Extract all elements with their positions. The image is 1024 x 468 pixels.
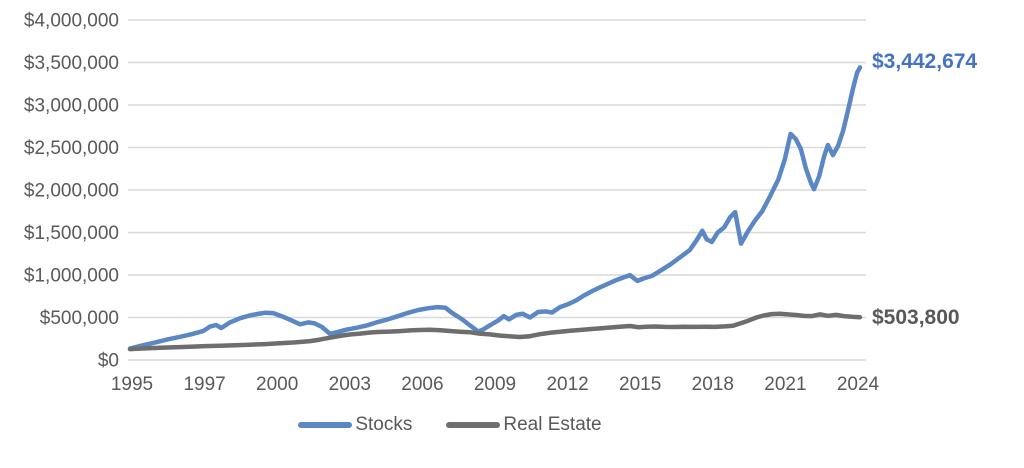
y-tick-label: $0 [98, 351, 119, 372]
stocks-line-swatch-icon [298, 422, 353, 428]
y-tick-label: $3,000,000 [24, 96, 119, 117]
chart-legend: Stocks Real Estate [0, 411, 900, 439]
y-axis-tick-labels: $0 $500,000 $1,000,000 $1,500,000 $2,000,000… [24, 11, 119, 372]
x-tick-label: 2018 [692, 374, 734, 395]
y-tick-label: $4,000,000 [24, 11, 119, 32]
x-tick-label: 1995 [111, 374, 153, 395]
stocks-end-value-label: $3,442,674 [872, 50, 977, 73]
x-tick-label: 2015 [619, 374, 661, 395]
gridlines [128, 19, 866, 361]
x-tick-label: 1997 [183, 374, 225, 395]
legend-item-stocks: Stocks [298, 411, 412, 439]
series-lines [127, 65, 863, 352]
x-axis-tick-labels: 1995 1997 2000 2003 2006 2009 2012 2015 2018 2021… [111, 374, 880, 395]
x-tick-label: 2003 [329, 374, 371, 395]
x-tick-label: 2009 [474, 374, 516, 395]
real-estate-end-value-label: $503,800 [872, 306, 960, 329]
x-tick-label: 2012 [546, 374, 588, 395]
y-tick-label: $2,500,000 [24, 138, 119, 159]
legend-label-real-estate: Real Estate [503, 414, 602, 435]
x-tick-label: 2024 [837, 374, 880, 395]
y-tick-label: $3,500,000 [24, 53, 119, 74]
x-tick-label: 2006 [401, 374, 443, 395]
y-tick-label: $1,500,000 [24, 223, 119, 244]
real-estate-line [127, 311, 863, 352]
real-estate-line-swatch-icon [446, 422, 501, 428]
stocks-line [127, 65, 863, 351]
y-tick-label: $1,000,000 [24, 266, 119, 287]
legend-label-stocks: Stocks [355, 414, 413, 435]
x-tick-label: 2021 [764, 374, 806, 395]
y-tick-label: $2,000,000 [24, 181, 119, 202]
y-tick-label: $500,000 [40, 308, 119, 329]
x-tick-label: 2000 [256, 374, 298, 395]
legend-item-real-estate: Real Estate [446, 411, 602, 439]
